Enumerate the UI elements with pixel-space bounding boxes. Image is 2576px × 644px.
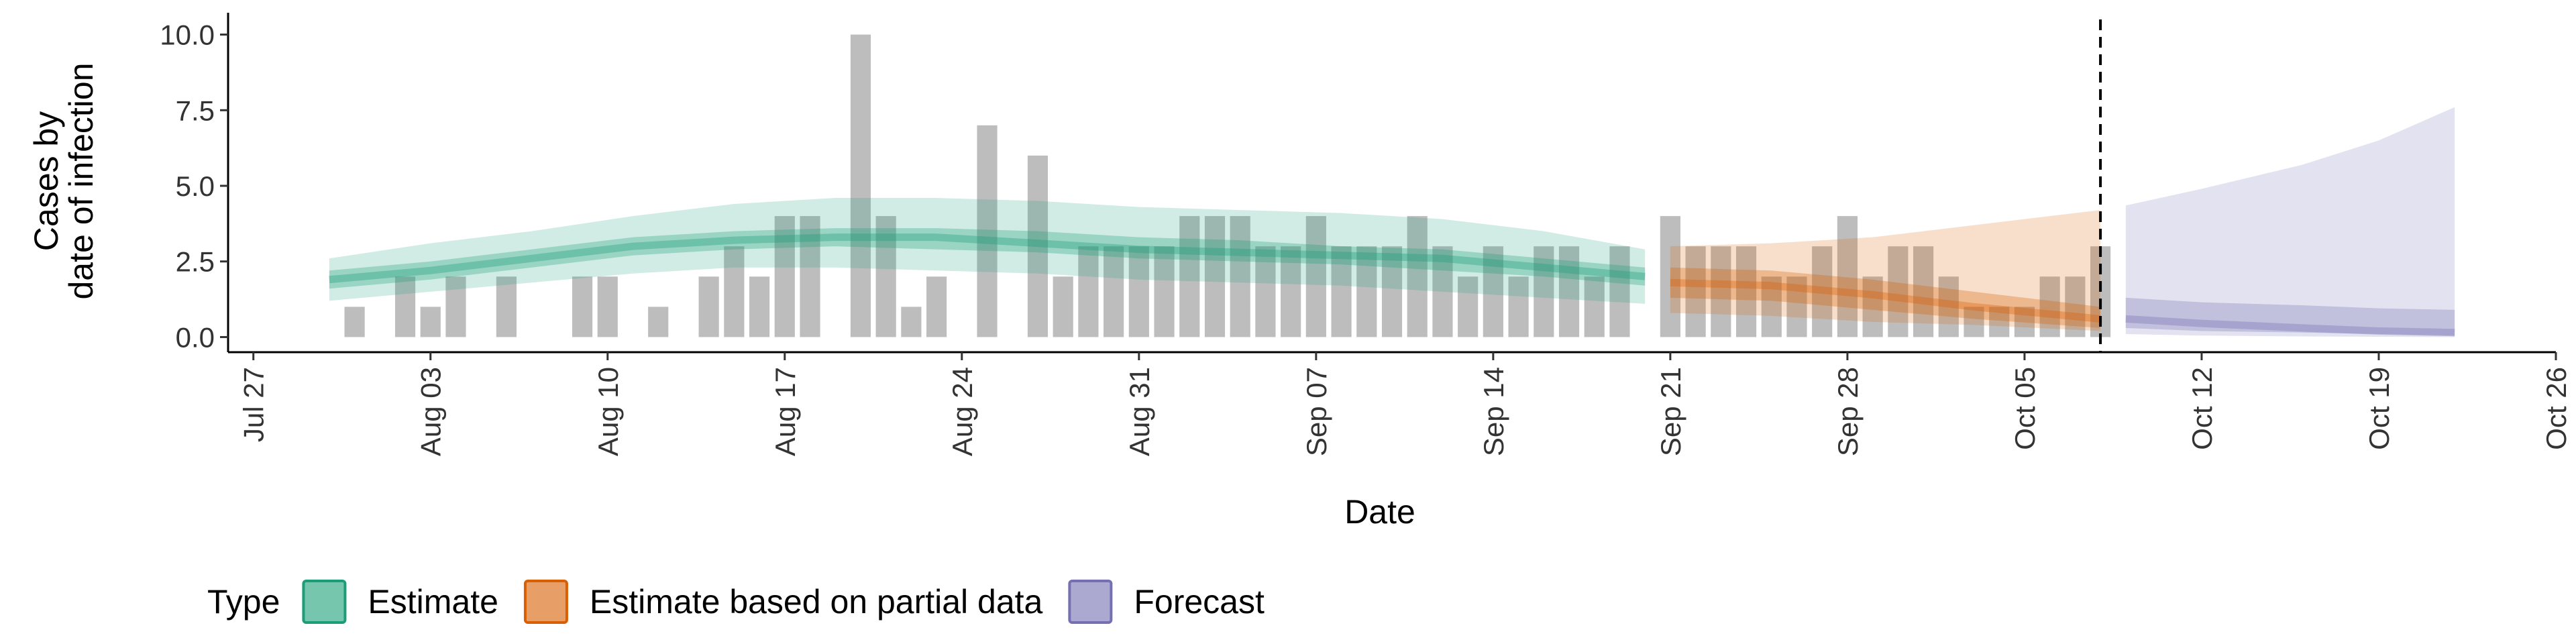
legend-key [523, 580, 568, 624]
bar [496, 276, 517, 337]
bar [1053, 276, 1073, 337]
legend-key [1068, 580, 1113, 624]
bar [572, 276, 593, 337]
bar [1685, 246, 1706, 337]
bar [648, 307, 669, 337]
bar [1609, 246, 1630, 337]
bar [1281, 246, 1301, 337]
x-tick-label: Sep 28 [1832, 367, 1864, 456]
y-tick-label: 10.0 [160, 19, 215, 51]
ribbon-50 [2125, 297, 2455, 336]
x-axis-label: Date [1344, 493, 1415, 531]
bar [926, 276, 947, 337]
bar [1558, 246, 1580, 337]
x-tick-label: Aug 03 [415, 367, 447, 456]
x-tick-label: Oct 05 [2009, 367, 2041, 450]
bar [1862, 276, 1883, 337]
legend-title: Type [207, 583, 280, 621]
x-tick-label: Oct 12 [2186, 367, 2218, 450]
bar [420, 307, 441, 337]
y-tick-label: 2.5 [176, 246, 215, 278]
bar [1584, 276, 1605, 337]
bar [1812, 246, 1833, 337]
x-tick-label: Jul 27 [238, 367, 270, 442]
y-tick-label: 0.0 [176, 321, 215, 353]
legend-label: Estimate based on partial data [590, 583, 1043, 621]
bar [2065, 276, 2086, 337]
bar [800, 216, 820, 337]
bar [1786, 276, 1807, 337]
bar [2039, 276, 2060, 337]
x-tick-label: Sep 14 [1478, 367, 1509, 456]
bar [394, 276, 416, 337]
bar [977, 125, 998, 337]
bar [698, 276, 719, 337]
y-axis-label: Cases by [28, 111, 65, 251]
bar [1331, 246, 1352, 337]
bar [1179, 216, 1200, 337]
bar [1230, 216, 1250, 337]
ribbon-90 [1670, 210, 2101, 331]
x-tick-label: Sep 07 [1301, 367, 1332, 456]
bar [749, 276, 770, 337]
ribbon-90 [2125, 107, 2455, 337]
bar [1508, 276, 1529, 337]
ribbon-90 [329, 198, 1646, 304]
x-tick-label: Aug 17 [769, 367, 801, 456]
bar [1660, 216, 1680, 337]
y-axis-label: date of infection [62, 62, 100, 299]
y-tick-label: 5.0 [176, 170, 215, 202]
bar [1305, 216, 1326, 337]
x-tick-label: Aug 24 [947, 367, 978, 456]
bar [344, 307, 365, 337]
bar [1964, 307, 1984, 337]
legend-key [302, 580, 347, 624]
bar [1104, 246, 1124, 337]
bar [2014, 307, 2035, 337]
median-line [2125, 315, 2455, 337]
bar [1888, 246, 1909, 337]
bar [1381, 246, 1403, 337]
x-tick-label: Aug 31 [1124, 367, 1155, 456]
ribbon-50 [329, 228, 1646, 289]
bar [1989, 307, 2010, 337]
bar [1761, 276, 1782, 337]
legend-label: Forecast [1134, 583, 1265, 621]
bar [1735, 246, 1757, 337]
bar [1711, 246, 1731, 337]
bar [1128, 246, 1149, 337]
bar [1534, 246, 1554, 337]
bar [1938, 276, 1959, 337]
bar [1356, 246, 1377, 337]
bar [1204, 216, 1226, 337]
x-tick-label: Oct 26 [2540, 367, 2572, 450]
bar [1078, 246, 1099, 337]
bar [875, 216, 896, 337]
median-line [329, 233, 1646, 284]
median-line [1670, 278, 2101, 323]
bar [1255, 246, 1276, 337]
bar [1458, 276, 1479, 337]
bar [1837, 216, 1858, 337]
legend-label: Estimate [368, 583, 498, 621]
x-tick-label: Aug 10 [592, 367, 624, 456]
bar [597, 276, 618, 337]
bar [1154, 246, 1175, 337]
bar [774, 216, 795, 337]
bar [1432, 246, 1453, 337]
bar [901, 307, 922, 337]
ribbon-50 [1670, 267, 2101, 328]
bar [1483, 246, 1503, 337]
y-tick-label: 7.5 [176, 95, 215, 126]
bar [724, 246, 745, 337]
x-tick-label: Oct 19 [2363, 367, 2395, 450]
x-tick-label: Sep 21 [1655, 367, 1686, 456]
bar [445, 276, 466, 337]
bar [850, 34, 871, 337]
bar [1027, 155, 1049, 337]
bar [1913, 246, 1934, 337]
bar [1407, 216, 1428, 337]
